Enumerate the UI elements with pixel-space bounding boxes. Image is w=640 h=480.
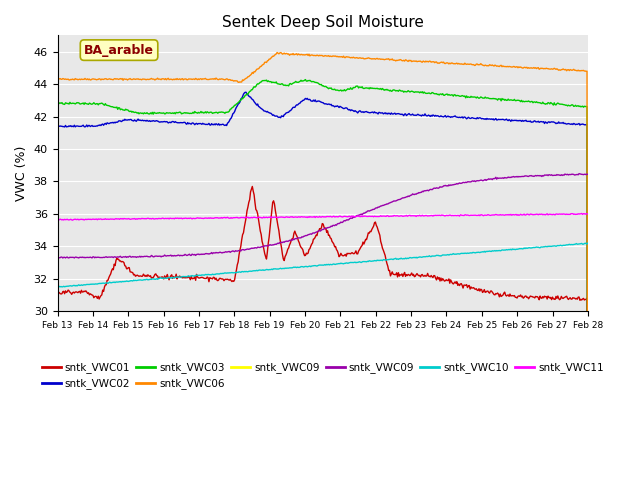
Legend: sntk_VWC01, sntk_VWC02, sntk_VWC03, sntk_VWC06, sntk_VWC09, sntk_VWC09, sntk_VWC: sntk_VWC01, sntk_VWC02, sntk_VWC03, sntk…: [38, 358, 608, 394]
Text: BA_arable: BA_arable: [84, 44, 154, 57]
Y-axis label: VWC (%): VWC (%): [15, 145, 28, 201]
Title: Sentek Deep Soil Moisture: Sentek Deep Soil Moisture: [222, 15, 424, 30]
